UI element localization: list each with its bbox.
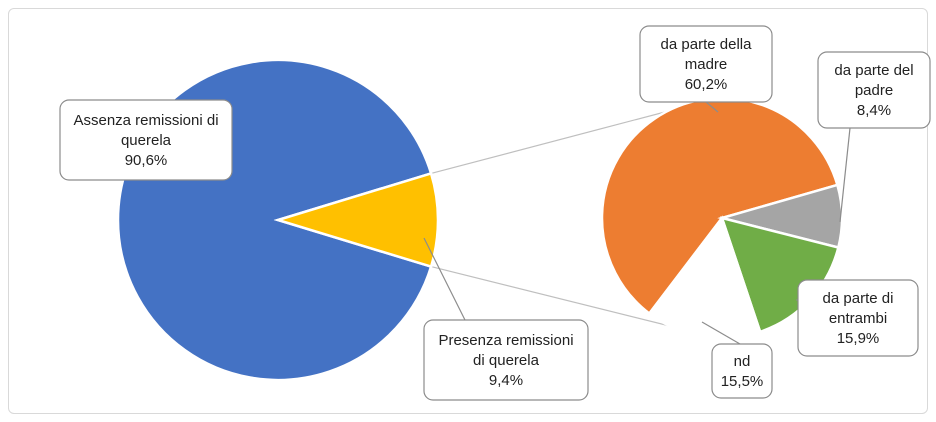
data-label-madre-leader <box>705 101 719 113</box>
data-label-nd: nd 15,5% <box>711 343 773 399</box>
assenza-label-line-2: querela <box>121 132 172 149</box>
madre-label-line-2: madre <box>685 56 728 73</box>
data-label-nd-leader <box>701 321 741 345</box>
data-label-assenza: Assenza remissioni di querela 90,6% <box>59 99 233 181</box>
data-label-madre: da parte della madre 60,2% <box>639 25 773 103</box>
data-label-presenza-leader <box>423 237 471 331</box>
padre-label-line-1: da parte del <box>834 62 913 79</box>
entrambi-label-line-3: 15,9% <box>837 330 880 347</box>
data-label-padre-leader <box>839 127 851 223</box>
nd-label-line-2: 15,5% <box>721 373 764 390</box>
data-label-entrambi: da parte di entrambi 15,9% <box>797 279 919 357</box>
entrambi-label-line-1: da parte di <box>823 290 894 307</box>
secondary-pie-slice-da-parte-della-madre <box>600 96 839 316</box>
nd-label-line-1: nd <box>734 353 751 370</box>
data-label-padre: da parte del padre 8,4% <box>817 51 931 129</box>
assenza-label-line-3: 90,6% <box>125 152 168 169</box>
presenza-label-line-2: di querela <box>473 352 540 369</box>
padre-label-line-3: 8,4% <box>857 102 891 119</box>
madre-label-line-1: da parte della <box>661 36 753 53</box>
main-pie-slice-presenza-remissioni-di-querela <box>273 171 440 269</box>
secondary-pie <box>600 96 844 340</box>
secondary-pie-slice-nd <box>647 215 762 340</box>
entrambi-label-line-2: entrambi <box>829 310 887 327</box>
padre-label-line-2: padre <box>855 82 893 99</box>
madre-label-line-3: 60,2% <box>685 76 728 93</box>
data-labels: Assenza remissioni di querela 90,6% Presenz… <box>59 25 931 401</box>
assenza-label-line-1: Assenza remissioni di <box>73 112 218 129</box>
presenza-label-line-3: 9,4% <box>489 372 523 389</box>
data-label-presenza: Presenza remissioni di querela 9,4% <box>423 319 589 401</box>
presenza-label-line-1: Presenza remissioni <box>438 332 573 349</box>
